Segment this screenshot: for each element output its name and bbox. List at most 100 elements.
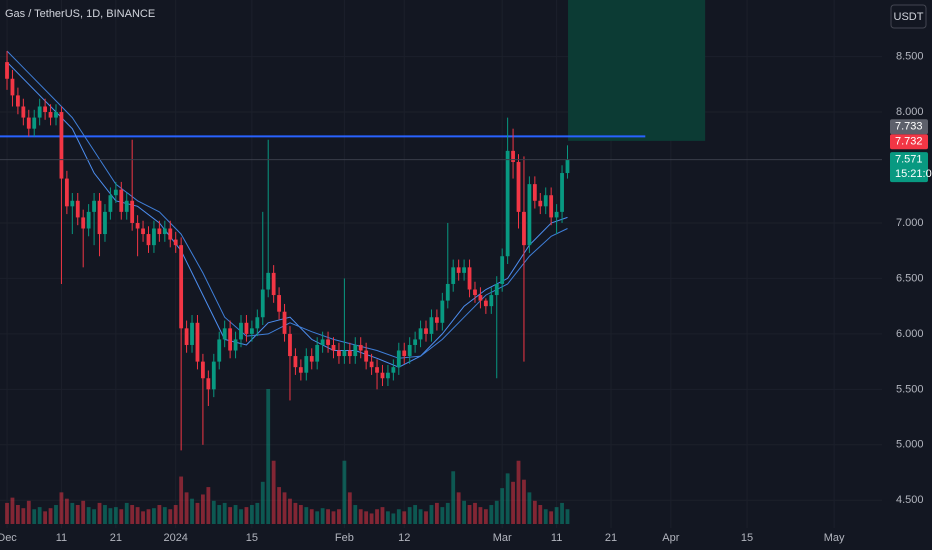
x-tick-label: Feb (335, 532, 354, 544)
volume-bar (141, 511, 145, 524)
volume-bar (516, 460, 521, 524)
volume-bar (386, 511, 390, 524)
candle-body (184, 328, 189, 345)
candle-body (81, 217, 86, 229)
volume-bar (228, 507, 233, 524)
volume-bar (445, 502, 450, 524)
plot-area (0, 0, 882, 524)
chart-title: Gas / TetherUS, 1D, BINANCE (5, 8, 155, 20)
x-tick-label: Mar (493, 532, 512, 544)
candle-body (239, 322, 243, 340)
volume-bar (211, 500, 216, 524)
volume-bar (538, 505, 543, 524)
volume-bar (522, 479, 526, 524)
volume-bar (152, 508, 156, 524)
volume-bar (511, 481, 515, 524)
candle-body (358, 344, 363, 351)
candle-body (538, 200, 543, 207)
volume-bar (173, 505, 178, 524)
volume-bar (505, 473, 510, 524)
volume-bar (86, 507, 91, 524)
candle-body (429, 317, 434, 334)
volume-bar (277, 487, 281, 524)
volume-bar (380, 507, 385, 524)
volume-bar (184, 492, 189, 524)
volume-bar (364, 511, 369, 524)
volume-bar (162, 507, 167, 524)
volume-bar (244, 507, 249, 524)
volume-bar (407, 507, 412, 524)
volume-bar (413, 505, 418, 524)
candle-body (59, 112, 64, 179)
candle-body (288, 333, 292, 357)
volume-bar (146, 509, 151, 524)
volume-bar (168, 509, 173, 524)
candle-body (527, 184, 532, 246)
candle-body (505, 150, 510, 257)
currency-label[interactable]: USDT (894, 11, 924, 23)
candle-body (75, 200, 80, 218)
volume-bar (456, 492, 461, 524)
y-tick-label: 6.500 (896, 272, 924, 284)
candle-body (543, 195, 548, 207)
x-tick-label: Dec (0, 532, 17, 544)
candle-body (206, 378, 211, 390)
volume-bar (500, 488, 505, 524)
candle-body (54, 112, 58, 118)
volume-bar (59, 492, 64, 524)
volume-bar (206, 487, 211, 524)
candle-body (353, 344, 358, 357)
candle-body (217, 339, 222, 362)
candle-body (43, 106, 48, 113)
candle-body (522, 211, 526, 246)
price-label-bg (890, 152, 928, 183)
volume-bar (560, 502, 564, 524)
volume-bar (222, 502, 227, 524)
candle-body (375, 367, 379, 373)
candle-body (304, 356, 309, 373)
x-tick-label: May (824, 532, 845, 544)
candle-body (347, 350, 352, 357)
candle-body (5, 62, 9, 79)
volume-bar (434, 502, 439, 524)
x-tick-label: Apr (662, 532, 679, 544)
candle-body (152, 228, 156, 246)
candle-body (565, 159, 570, 174)
candle-body (86, 211, 91, 229)
x-tick-label: 11 (56, 532, 67, 544)
volume-bar (489, 505, 494, 524)
x-tick-label: 21 (110, 532, 122, 544)
candle-body (282, 311, 287, 334)
price-label: 7.733 (895, 121, 923, 133)
candle-body (500, 256, 505, 284)
volume-bar (326, 509, 330, 524)
volume-bar (26, 500, 31, 524)
candle-body (309, 356, 314, 362)
volume-bar (92, 509, 96, 524)
x-tick-label: 12 (398, 532, 410, 544)
y-tick-label: 8.500 (896, 50, 924, 62)
volume-bar (337, 509, 341, 524)
volume-bar (304, 507, 309, 524)
candle-body (162, 228, 167, 235)
y-tick-label: 4.500 (896, 494, 924, 506)
volume-bar (81, 500, 86, 524)
candle-body (146, 234, 151, 246)
candle-body (462, 267, 467, 273)
candle-body (103, 211, 107, 235)
candle-body (407, 344, 412, 357)
y-tick-label: 8.000 (896, 106, 924, 118)
candle-body (64, 178, 69, 207)
candle-body (124, 200, 129, 212)
candle-body (108, 195, 113, 212)
candle-body (249, 328, 254, 334)
volume-bar (342, 460, 347, 524)
candle-body (386, 372, 390, 379)
currency-button[interactable] (890, 4, 927, 29)
candle-body (396, 350, 401, 368)
y-tick-label: 6.000 (896, 328, 924, 340)
volume-bar (331, 511, 336, 524)
volume-bar (113, 507, 118, 524)
candle-body (516, 161, 521, 212)
